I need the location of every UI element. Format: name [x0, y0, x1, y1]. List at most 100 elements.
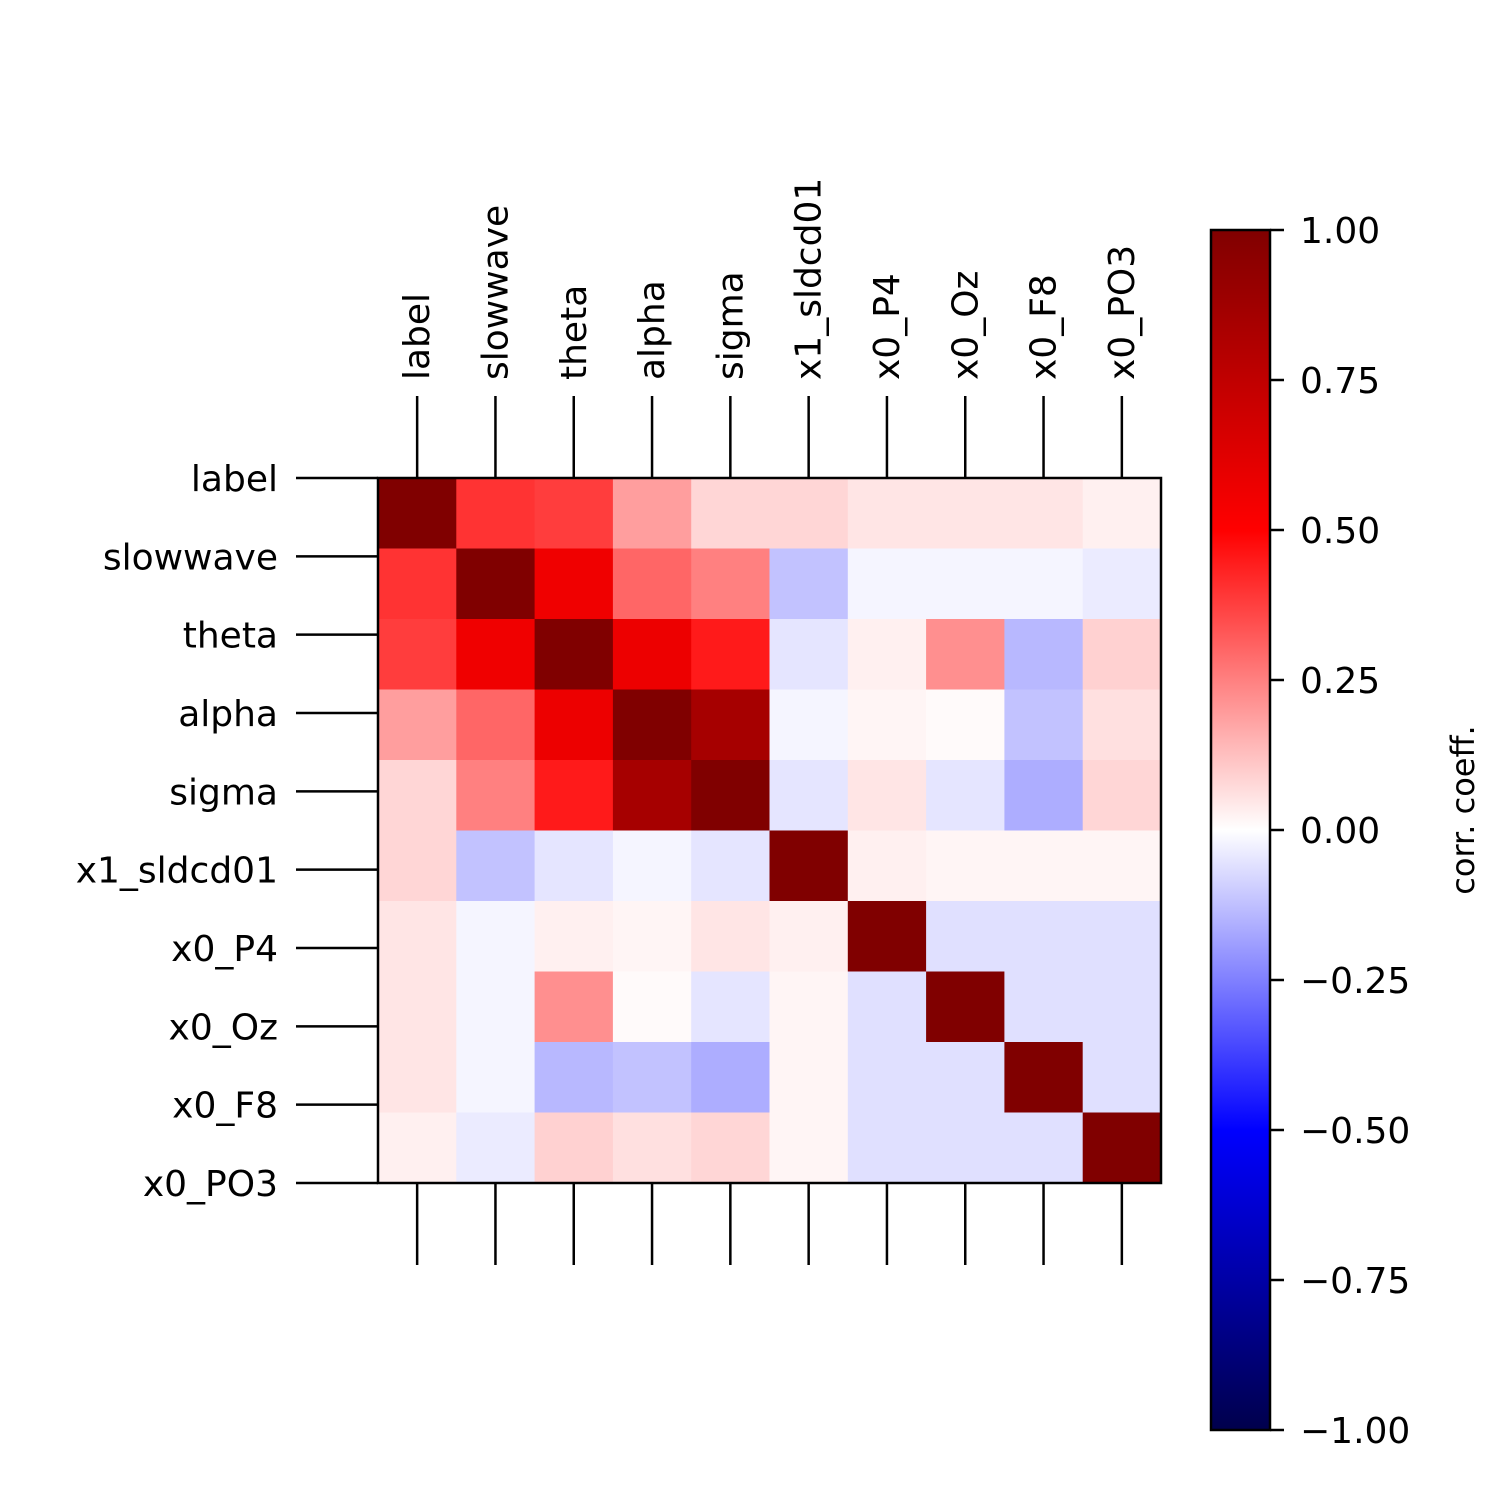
heatmap-cell-theta-label — [378, 619, 457, 691]
heatmap-cell-x0_F8-theta — [534, 1042, 614, 1114]
colorbar-label: corr. coeff. — [1444, 725, 1482, 894]
heatmap-cell-x0_Oz-x0_Oz — [926, 971, 1005, 1043]
heatmap-cell-label-x0_P4 — [847, 478, 927, 550]
y-tick-label: x1_sldcd01 — [76, 851, 278, 892]
heatmap-cell-x1_sldcd01-x0_PO3 — [1082, 830, 1162, 902]
heatmap-cell-x0_Oz-label — [378, 971, 457, 1043]
x-tick-label: x1_sldcd01 — [789, 178, 830, 380]
heatmap-cell-x0_F8-sigma — [691, 1042, 771, 1114]
heatmap-cell-alpha-x0_PO3 — [1082, 689, 1162, 761]
colorbar-tick-label: −0.50 — [1300, 1111, 1410, 1152]
heatmap-cell-label-alpha — [612, 478, 692, 550]
heatmap-cell-sigma-slowwave — [456, 760, 536, 832]
heatmap-cell-theta-slowwave — [456, 619, 536, 691]
heatmap-cell-theta-theta — [534, 619, 614, 691]
x-tick-label: theta — [554, 285, 595, 380]
heatmap-cell-slowwave-x0_Oz — [926, 548, 1005, 620]
colorbar-tick-label: 0.50 — [1300, 511, 1380, 552]
heatmap-cell-sigma-sigma — [691, 760, 771, 832]
heatmap-cell-sigma-x1_sldcd01 — [769, 760, 849, 832]
colorbar-tick-label: 0.00 — [1300, 811, 1380, 852]
heatmap-cell-x0_Oz-sigma — [691, 971, 771, 1043]
heatmap-cell-x0_PO3-slowwave — [456, 1112, 536, 1184]
heatmap-cell-alpha-label — [378, 689, 457, 761]
heatmap-cell-x0_Oz-x1_sldcd01 — [769, 971, 849, 1043]
heatmap-cell-slowwave-sigma — [691, 548, 771, 620]
heatmap-cell-x1_sldcd01-x1_sldcd01 — [769, 830, 849, 902]
x-tick-label: slowwave — [475, 205, 516, 380]
heatmap-cell-x0_P4-x1_sldcd01 — [769, 901, 849, 973]
heatmap-cell-label-label — [378, 478, 457, 550]
heatmap-cell-sigma-theta — [534, 760, 614, 832]
heatmap-cell-x1_sldcd01-x0_P4 — [847, 830, 927, 902]
colorbar: 1.00 0.75 0.50 0.25 0.00 −0.25 −0.50 −0.75 −1.00… — [1209, 211, 1482, 1452]
heatmap-cell-x1_sldcd01-x0_F8 — [1004, 830, 1084, 902]
heatmap-cell-alpha-x0_F8 — [1004, 689, 1084, 761]
heatmap-cell-slowwave-x1_sldcd01 — [769, 548, 849, 620]
heatmap-cell-x0_PO3-x0_PO3 — [1082, 1112, 1162, 1184]
plot-frame — [376, 476, 1163, 1185]
heatmap-cell-label-slowwave — [456, 478, 536, 550]
heatmap-cell-x0_Oz-slowwave — [456, 971, 536, 1043]
heatmap-cell-x1_sldcd01-slowwave — [456, 830, 536, 902]
heatmap-cell-sigma-x0_PO3 — [1082, 760, 1162, 832]
heatmap-cell-x0_F8-slowwave — [456, 1042, 536, 1114]
y-tick-label: label — [191, 459, 278, 500]
heatmap-cell-sigma-alpha — [612, 760, 692, 832]
heatmap-cell-alpha-slowwave — [456, 689, 536, 761]
heatmap-cell-x0_PO3-sigma — [691, 1112, 771, 1184]
heatmap-cell-label-sigma — [691, 478, 771, 550]
heatmap-cell-x0_F8-alpha — [612, 1042, 692, 1114]
heatmap-cell-alpha-theta — [534, 689, 614, 761]
heatmap-cells — [378, 478, 1162, 1184]
y-tick-label: x0_P4 — [171, 929, 278, 970]
heatmap-cell-slowwave-label — [378, 548, 457, 620]
y-ticks: label slowwave theta alpha sigma x1_sldcd01 x0… — [76, 459, 378, 1205]
heatmap-cell-x0_P4-x0_F8 — [1004, 901, 1084, 973]
heatmap-cell-slowwave-x0_F8 — [1004, 548, 1084, 620]
y-tick-label: sigma — [169, 772, 278, 813]
y-tick-label: theta — [183, 616, 278, 657]
heatmap-cell-x0_PO3-x0_F8 — [1004, 1112, 1084, 1184]
heatmap-cell-x0_F8-x0_F8 — [1004, 1042, 1084, 1114]
heatmap-cell-label-x0_F8 — [1004, 478, 1084, 550]
heatmap-cell-alpha-alpha — [612, 689, 692, 761]
heatmap-cell-label-theta — [534, 478, 614, 550]
y-tick-label: slowwave — [103, 537, 278, 578]
heatmap-cell-x1_sldcd01-alpha — [612, 830, 692, 902]
heatmap-cell-x0_Oz-theta — [534, 971, 614, 1043]
colorbar-tick-label: −1.00 — [1300, 1411, 1410, 1452]
heatmap-cell-x0_PO3-alpha — [612, 1112, 692, 1184]
colorbar-tick-label: 0.75 — [1300, 361, 1380, 402]
heatmap-cell-slowwave-x0_PO3 — [1082, 548, 1162, 620]
heatmap-cell-label-x0_PO3 — [1082, 478, 1162, 550]
heatmap-cell-theta-sigma — [691, 619, 771, 691]
colorbar-tick-label: −0.25 — [1300, 961, 1410, 1002]
heatmap-cell-x1_sldcd01-sigma — [691, 830, 771, 902]
heatmap-cell-slowwave-alpha — [612, 548, 692, 620]
x-tick-label: label — [397, 293, 438, 380]
heatmap-cell-x0_PO3-theta — [534, 1112, 614, 1184]
heatmap-cell-x1_sldcd01-theta — [534, 830, 614, 902]
heatmap-cell-label-x0_Oz — [926, 478, 1005, 550]
heatmap-cell-theta-alpha — [612, 619, 692, 691]
heatmap-cell-label-x1_sldcd01 — [769, 478, 849, 550]
heatmap-cell-x0_F8-label — [378, 1042, 457, 1114]
heatmap-cell-slowwave-slowwave — [456, 548, 536, 620]
x-ticks-bottom — [415, 1183, 1124, 1265]
heatmap-cell-x0_P4-slowwave — [456, 901, 536, 973]
heatmap-cell-alpha-sigma — [691, 689, 771, 761]
x-tick-label: x0_F8 — [1024, 274, 1065, 380]
colorbar-tick-label: −0.75 — [1300, 1261, 1410, 1302]
heatmap-cell-x0_P4-alpha — [612, 901, 692, 973]
heatmap-cell-theta-x0_PO3 — [1082, 619, 1162, 691]
heatmap-cell-alpha-x1_sldcd01 — [769, 689, 849, 761]
x-tick-label: x0_P4 — [867, 273, 908, 380]
y-tick-label: alpha — [178, 694, 278, 735]
heatmap-cell-x0_Oz-x0_P4 — [847, 971, 927, 1043]
x-tick-label: alpha — [632, 280, 673, 380]
heatmap-cell-x0_PO3-label — [378, 1112, 457, 1184]
heatmap-cell-theta-x0_P4 — [847, 619, 927, 691]
y-tick-label: x0_Oz — [169, 1007, 278, 1048]
